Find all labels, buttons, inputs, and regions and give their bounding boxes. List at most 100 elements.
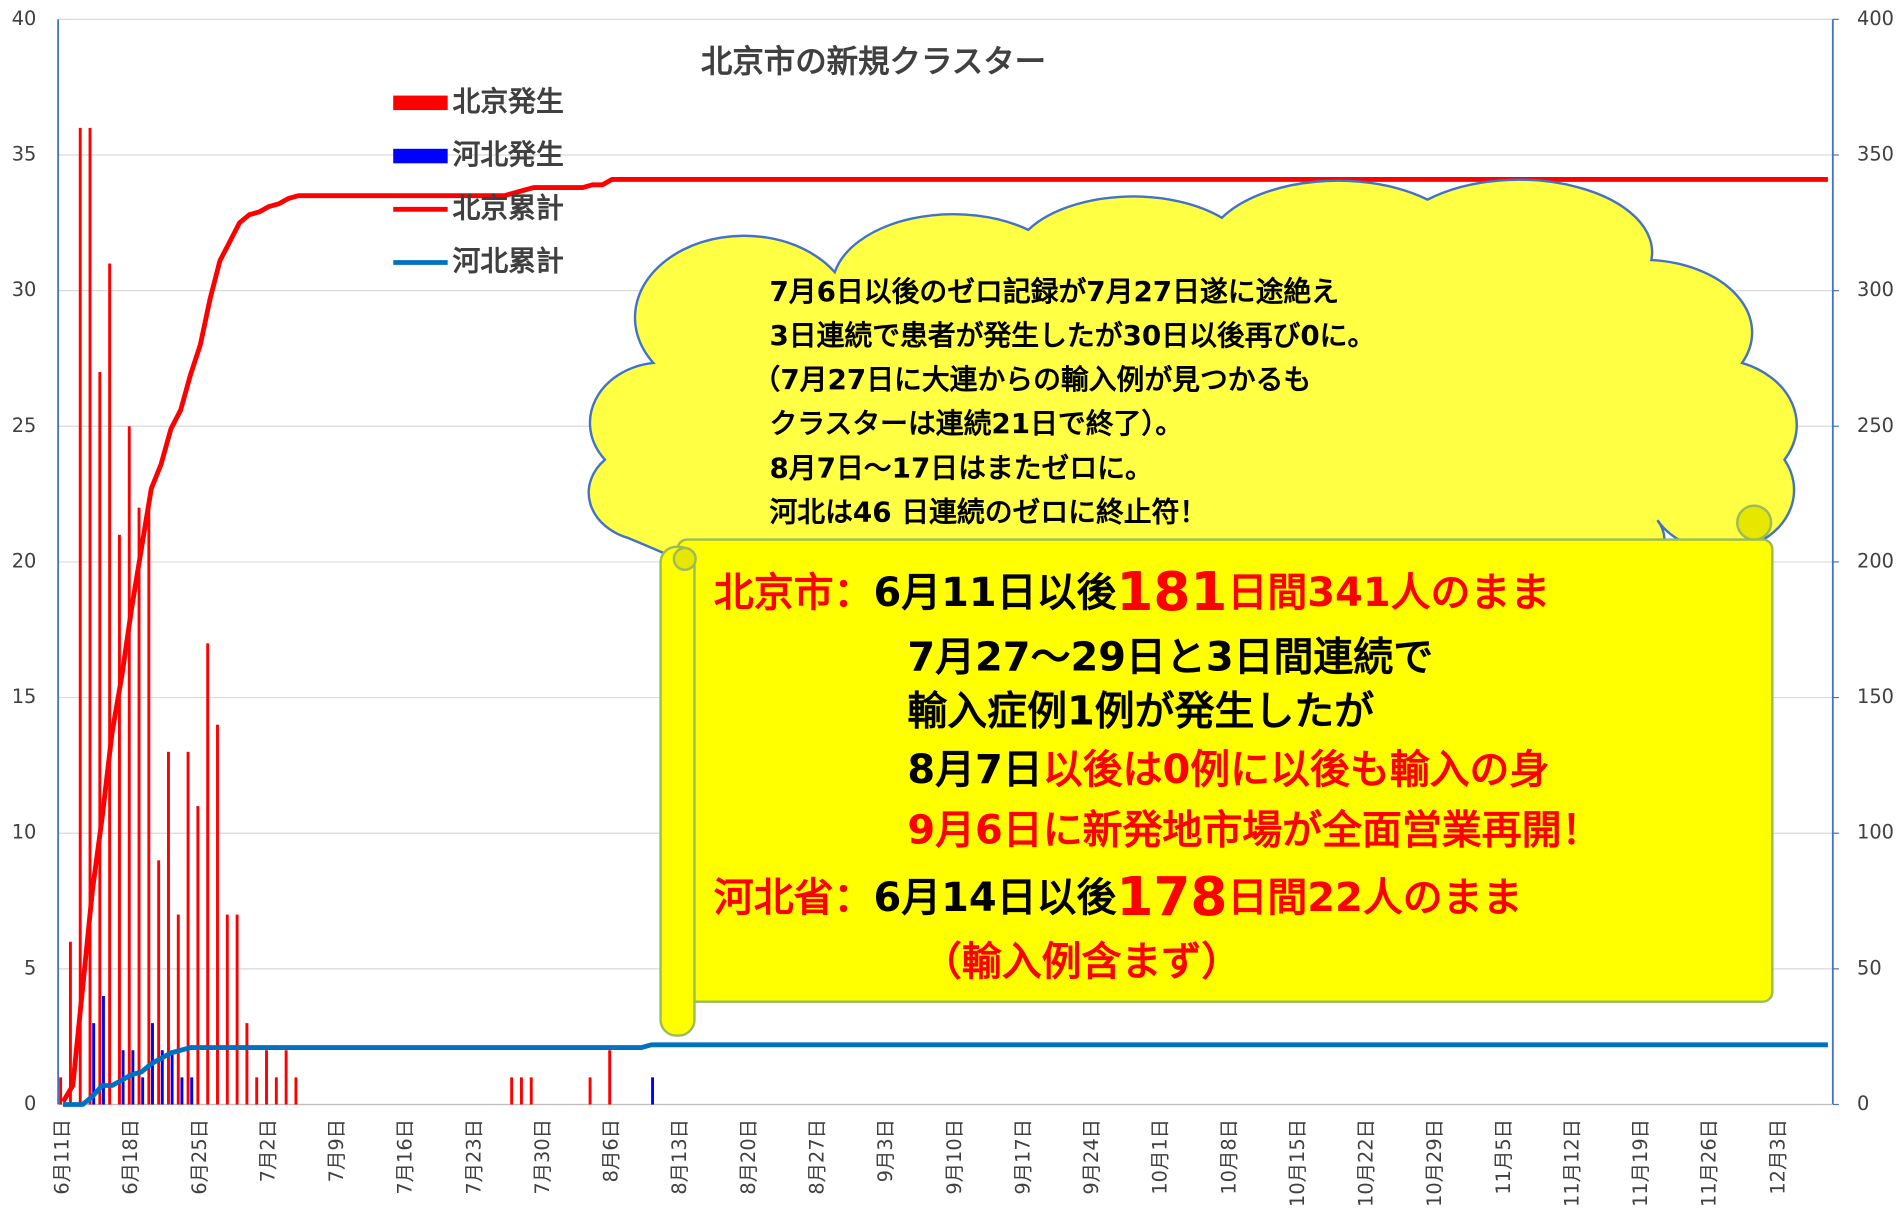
bar xyxy=(167,751,170,1105)
bar xyxy=(160,1050,164,1105)
scroll-text: 河北省： xyxy=(714,875,874,921)
bar xyxy=(510,1077,514,1105)
scroll-line: 9月6日に新発地市場が全面営業再開！ xyxy=(907,807,1601,853)
scroll-text: 9月6日に新発地市場が全面営業再開！ xyxy=(907,807,1601,853)
bar xyxy=(206,643,210,1105)
bar xyxy=(88,127,92,1105)
bar xyxy=(127,426,131,1105)
x-tick-label: 8月27日 xyxy=(806,1119,829,1195)
cloud-text: 8月7日～17日はまたゼロに。 xyxy=(769,451,1152,484)
x-tick-label: 9月17日 xyxy=(1011,1119,1034,1195)
bar xyxy=(59,1077,63,1105)
bar xyxy=(255,1077,259,1105)
bar xyxy=(141,1077,145,1105)
bar xyxy=(588,1077,592,1105)
y-tick-label: 35 xyxy=(12,142,37,165)
bar xyxy=(651,1077,654,1105)
x-tick-label: 7月9日 xyxy=(325,1119,348,1182)
scroll-curl xyxy=(1736,504,1773,541)
y-tick-label: 15 xyxy=(12,685,37,708)
scroll-text: 以後は0例に以後も輸入の身 xyxy=(1043,746,1550,792)
cloud-text: 河北は46 日連続のゼロに終止符！ xyxy=(769,496,1207,529)
scroll-roll xyxy=(659,545,696,1037)
scroll-line: 輸入症例1例が発生したが xyxy=(907,688,1374,734)
y-tick-label: 30 xyxy=(12,278,37,301)
bar xyxy=(529,1077,533,1105)
y-tick-label: 10 xyxy=(12,821,37,844)
scroll-text: 178 xyxy=(1116,866,1227,928)
y2-tick-label: 400 xyxy=(1857,7,1894,30)
bar xyxy=(137,507,141,1105)
scroll-line: 河北省：6月14日以後178日間22人のまま xyxy=(714,866,1523,928)
scroll-text: 181 xyxy=(1116,561,1227,623)
bar xyxy=(157,860,161,1105)
y2-tick-label: 100 xyxy=(1857,821,1894,844)
x-tick-label: 11月19日 xyxy=(1629,1119,1652,1207)
x-tick-label: 11月26日 xyxy=(1698,1119,1721,1207)
legend-swatch xyxy=(393,148,448,164)
x-tick-label: 7月30日 xyxy=(531,1119,554,1195)
bar xyxy=(216,724,219,1105)
y2-tick-label: 50 xyxy=(1857,956,1882,979)
bar xyxy=(186,751,190,1105)
bar xyxy=(176,914,180,1105)
scroll-text: 日間341人のまま xyxy=(1227,570,1550,616)
x-tick-label: 12月3日 xyxy=(1766,1119,1789,1195)
scroll-text: 日間22人のまま xyxy=(1227,875,1522,921)
cloud-text: 7月6日以後のゼロ記録が7月27日遂に途絶え xyxy=(769,275,1339,308)
x-tick-label: 8月20日 xyxy=(737,1119,760,1195)
legend-label: 河北累計 xyxy=(453,245,564,278)
y2-tick-label: 150 xyxy=(1857,685,1894,708)
bar xyxy=(170,1050,174,1105)
legend-label: 北京発生 xyxy=(453,85,564,118)
x-tick-label: 8月6日 xyxy=(600,1119,623,1182)
x-tick-label: 6月11日 xyxy=(51,1119,74,1195)
x-tick-label: 7月2日 xyxy=(256,1119,279,1182)
legend-swatch xyxy=(393,95,448,111)
bar xyxy=(98,372,102,1105)
x-tick-label: 9月10日 xyxy=(943,1119,966,1195)
bar xyxy=(78,127,82,1105)
x-tick-label: 10月1日 xyxy=(1149,1119,1172,1195)
x-tick-label: 11月5日 xyxy=(1492,1119,1515,1195)
bar xyxy=(608,1050,612,1105)
bar xyxy=(245,1023,249,1105)
scroll-text: 6月14日以後 xyxy=(873,875,1117,921)
bar xyxy=(294,1077,298,1105)
scroll-line: 8月7日以後は0例に以後も輸入の身 xyxy=(907,746,1549,792)
scroll-curl xyxy=(672,546,697,571)
y-tick-label: 0 xyxy=(24,1092,36,1115)
x-tick-label: 6月25日 xyxy=(188,1119,211,1195)
scroll-line: （輸入例含まず） xyxy=(922,939,1241,985)
scroll-line: 7月27～29日と3日間連続で xyxy=(907,634,1433,680)
line xyxy=(63,1042,1828,1107)
x-tick-label: 10月22日 xyxy=(1355,1119,1378,1207)
bar xyxy=(102,995,105,1105)
y-tick-label: 25 xyxy=(12,414,37,437)
x-tick-label: 11月12日 xyxy=(1560,1119,1583,1207)
x-tick-label: 9月24日 xyxy=(1080,1119,1103,1195)
bar xyxy=(147,507,151,1105)
bar xyxy=(519,1077,523,1105)
x-tick-label: 7月16日 xyxy=(394,1119,417,1195)
bar xyxy=(131,1050,135,1105)
y2-tick-label: 0 xyxy=(1857,1092,1869,1115)
y2-tick-label: 200 xyxy=(1857,549,1894,572)
scroll-callout xyxy=(659,504,1774,1037)
scroll-text: 北京市： xyxy=(714,570,874,616)
bar xyxy=(235,914,239,1105)
chart-title: 北京市の新規クラスター xyxy=(701,43,1046,80)
y-tick-label: 5 xyxy=(24,956,36,979)
legend-label: 河北発生 xyxy=(453,138,564,171)
bar xyxy=(180,1077,184,1105)
legend-label: 北京累計 xyxy=(453,191,564,224)
bar xyxy=(68,941,72,1105)
y2-tick-label: 350 xyxy=(1857,142,1894,165)
x-tick-label: 6月18日 xyxy=(119,1119,142,1195)
bar xyxy=(92,1023,96,1105)
y2-tick-label: 300 xyxy=(1857,278,1894,301)
scroll-text: 7月27～29日と3日間連続で xyxy=(907,634,1433,680)
